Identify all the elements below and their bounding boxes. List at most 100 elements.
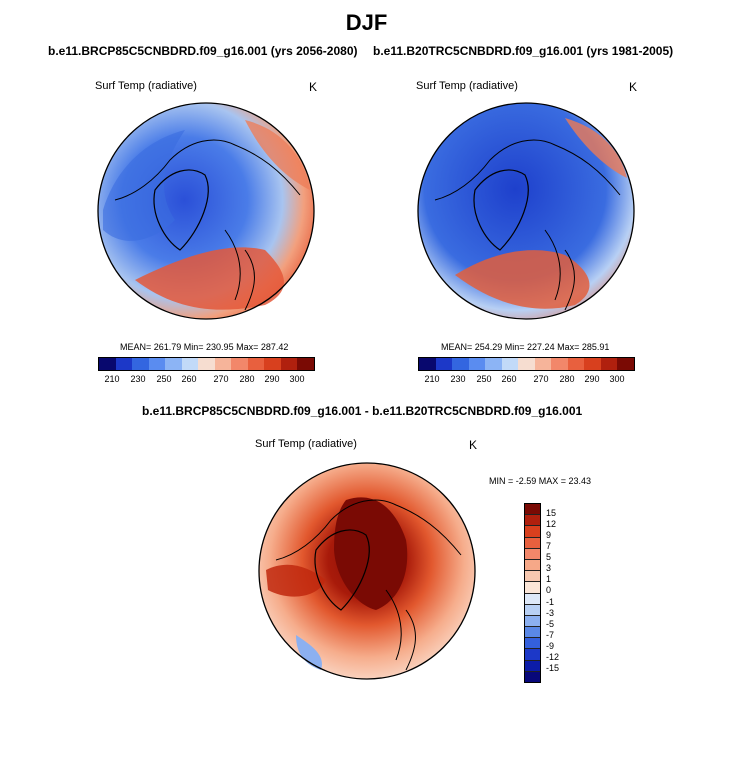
left-warm-pacific <box>245 120 310 190</box>
cb-swatch <box>435 358 453 370</box>
right-warm-atlantic <box>455 250 590 309</box>
difference-title: b.e11.BRCP85C5CNBDRD.f09_g16.001 - b.e11… <box>142 404 583 418</box>
diff-cb-tick: -3 <box>546 608 555 618</box>
left-units-label: K <box>309 80 318 94</box>
cb-swatch <box>518 358 535 370</box>
right-coastlines <box>434 139 621 311</box>
left-greenland-coast <box>153 169 209 251</box>
left-cb-tick: 280 <box>239 374 255 384</box>
vb-swatch <box>525 559 540 572</box>
cb-swatch <box>198 358 215 370</box>
vb-swatch <box>525 593 540 605</box>
right-cb-tick: 260 <box>501 374 517 384</box>
right-greenland-coast <box>473 169 529 251</box>
left-coastlines <box>114 139 301 311</box>
cb-swatch <box>584 358 601 370</box>
vb-swatch <box>525 604 540 616</box>
diff-cb-tick: -12 <box>546 652 560 662</box>
vb-swatch <box>525 515 540 527</box>
diff-cb-tick: -15 <box>546 663 560 673</box>
diff-cb-tick: 0 <box>546 585 552 595</box>
diff-cb-tick: 5 <box>546 552 552 562</box>
cb-swatch <box>181 358 199 370</box>
diff-cb-tick: 3 <box>546 563 552 573</box>
vb-swatch <box>525 504 540 516</box>
diff-cb-tick: 15 <box>546 508 557 518</box>
vb-swatch <box>525 649 540 661</box>
right-polar-map <box>417 102 635 320</box>
figure-title: DJF <box>345 10 388 35</box>
cb-swatch <box>600 358 618 370</box>
diff-cb-tick: 1 <box>546 574 552 584</box>
panel-right-title: b.e11.B20TRC5CNBDRD.f09_g16.001 (yrs 198… <box>373 44 674 58</box>
diff-variable-label: Surf Temp (radiative) <box>255 438 357 450</box>
vb-swatch <box>525 548 540 560</box>
diff-warm-west <box>266 564 326 597</box>
right-cb-tick: 230 <box>450 374 466 384</box>
diff-cb-tick: 12 <box>546 519 557 529</box>
cb-swatch <box>485 358 502 370</box>
left-map-border <box>97 102 315 320</box>
right-cb-tick: 250 <box>476 374 492 384</box>
cb-swatch <box>534 358 552 370</box>
vb-swatch <box>525 660 540 672</box>
cb-swatch <box>231 358 248 370</box>
cb-swatch <box>617 358 634 370</box>
cb-swatch <box>501 358 519 370</box>
cb-swatch <box>468 358 486 370</box>
cb-swatch <box>165 358 182 370</box>
diff-cb-tick: -1 <box>546 597 555 607</box>
diff-map-border <box>258 462 476 680</box>
diff-cb-tick: -5 <box>546 619 555 629</box>
diff-coastlines <box>275 499 462 671</box>
vb-swatch <box>525 526 540 538</box>
vb-swatch <box>525 638 540 650</box>
diff-stats: MIN = -2.59 MAX = 23.43 <box>489 476 592 486</box>
left-cb-tick: 260 <box>181 374 197 384</box>
left-cb-tick: 300 <box>289 374 305 384</box>
left-variable-label: Surf Temp (radiative) <box>95 80 197 92</box>
left-cb-tick: 250 <box>156 374 172 384</box>
vb-swatch <box>525 627 540 639</box>
right-map-border <box>417 102 635 320</box>
cb-swatch <box>148 358 166 370</box>
cb-swatch <box>115 358 133 370</box>
difference-polar-map <box>258 462 476 680</box>
cb-swatch <box>214 358 232 370</box>
diff-cb-tick: -9 <box>546 641 555 651</box>
right-cb-tick: 280 <box>559 374 575 384</box>
vb-swatch <box>525 582 540 594</box>
cb-swatch <box>567 358 585 370</box>
left-colorbar <box>98 357 315 371</box>
cb-swatch <box>280 358 298 370</box>
right-cb-tick: 300 <box>609 374 625 384</box>
right-cb-tick: 210 <box>424 374 440 384</box>
cb-swatch <box>297 358 314 370</box>
left-stats: MEAN= 261.79 Min= 230.95 Max= 287.42 <box>120 342 289 352</box>
diff-cool-patch <box>296 635 322 670</box>
left-cb-tick: 290 <box>264 374 280 384</box>
left-polar-map <box>97 102 315 320</box>
left-cb-tick: 270 <box>213 374 229 384</box>
diff-greenland-coast <box>314 529 370 611</box>
cb-swatch <box>452 358 469 370</box>
right-cb-tick: 290 <box>584 374 600 384</box>
cb-swatch <box>419 358 436 370</box>
left-cb-tick: 230 <box>130 374 146 384</box>
right-map-disk <box>418 103 634 319</box>
vb-swatch <box>525 537 540 549</box>
right-stats: MEAN= 254.29 Min= 227.24 Max= 285.91 <box>441 342 610 352</box>
right-colorbar <box>418 357 635 371</box>
cb-swatch <box>551 358 568 370</box>
panel-left-title: b.e11.BRCP85C5CNBDRD.f09_g16.001 (yrs 20… <box>48 44 358 58</box>
vb-swatch <box>525 571 540 583</box>
cb-swatch <box>132 358 149 370</box>
vb-swatch <box>525 615 540 628</box>
cb-swatch <box>264 358 281 370</box>
diff-arctic-warming <box>334 497 408 610</box>
cb-swatch <box>247 358 265 370</box>
right-cb-tick: 270 <box>533 374 549 384</box>
right-units-label: K <box>629 80 638 94</box>
right-variable-label: Surf Temp (radiative) <box>416 80 518 92</box>
diff-colorbar <box>524 503 541 683</box>
